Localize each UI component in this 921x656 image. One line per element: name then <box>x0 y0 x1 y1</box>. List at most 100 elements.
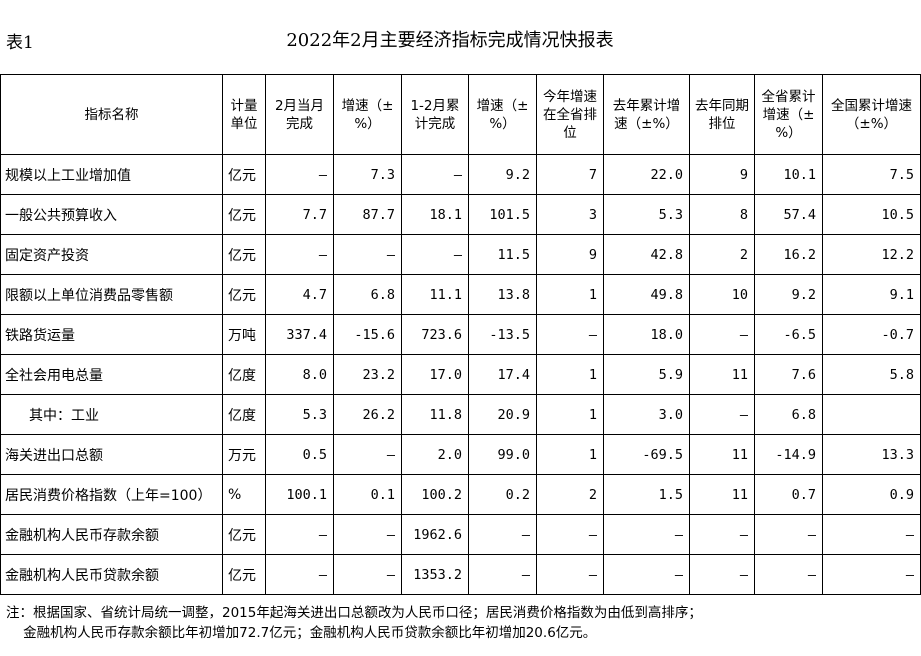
value-cell: 1 <box>536 274 604 315</box>
value-cell: 1 <box>536 434 604 475</box>
value-cell: 3.0 <box>603 394 690 435</box>
value-cell: — <box>468 514 537 555</box>
value-cell: 9.2 <box>754 274 823 315</box>
indicator-name-cell: 限额以上单位消费品零售额 <box>0 274 223 315</box>
header-indicator-name: 指标名称 <box>0 74 223 155</box>
table-row: 一般公共预算收入 亿元 7.7 87.7 18.1 101.5 3 5.3 8 57.4 10.5 <box>0 194 921 235</box>
value-cell: 11 <box>689 354 755 395</box>
value-cell: -6.5 <box>754 314 823 355</box>
value-cell: 99.0 <box>468 434 537 475</box>
value-cell: 11.8 <box>401 394 469 435</box>
header-last-year-growth: 去年累计增速（±%） <box>603 74 690 155</box>
table-row: 居民消费价格指数（上年=100）% 100.1 0.1 100.2 0.2 2 1.5 11 0… <box>0 474 921 515</box>
indicator-name-cell: 金融机构人民币贷款余额 <box>0 554 223 595</box>
value-cell: 5.3 <box>603 194 690 235</box>
value-cell: 7.5 <box>822 154 921 195</box>
header-unit: 计量单位 <box>222 74 266 155</box>
unit-cell: 万吨 <box>222 314 266 355</box>
table-row: 铁路货运量 万吨 337.4 -15.6 723.6 -13.5—18.0— -6.5 -0.… <box>0 314 921 355</box>
value-cell: 10.5 <box>822 194 921 235</box>
table-body: 规模以上工业增加值 亿元 —7.3—9.2 7 22.0 9 10.1 7.5 一般公共预算收入… <box>0 154 921 595</box>
value-cell: 0.2 <box>468 474 537 515</box>
value-cell: — <box>822 554 921 595</box>
value-cell: 18.0 <box>603 314 690 355</box>
value-cell: 0.5 <box>265 434 334 475</box>
table-row: 固定资产投资 亿元 — — —11.5 9 42.8 2 16.2 12.2 <box>0 234 921 275</box>
value-cell: 5.8 <box>822 354 921 395</box>
value-cell: 16.2 <box>754 234 823 275</box>
value-cell: — <box>333 514 402 555</box>
header-feb-growth: 增速（±%） <box>333 74 402 155</box>
value-cell: 57.4 <box>754 194 823 235</box>
value-cell: 9.1 <box>822 274 921 315</box>
indicator-name-cell: 一般公共预算收入 <box>0 194 223 235</box>
unit-cell: 亿元 <box>222 514 266 555</box>
value-cell: 7.6 <box>754 354 823 395</box>
value-cell: 9.2 <box>468 154 537 195</box>
table-row: 其中：工业 亿度 5.3 26.2 11.8 20.9 1 3.0—6.8 <box>0 394 921 435</box>
header-province-growth: 全省累计增速（±%） <box>754 74 823 155</box>
value-cell: 11 <box>689 474 755 515</box>
value-cell: 101.5 <box>468 194 537 235</box>
value-cell: 26.2 <box>333 394 402 435</box>
value-cell: 7.7 <box>265 194 334 235</box>
value-cell: 8 <box>689 194 755 235</box>
value-cell: 10.1 <box>754 154 823 195</box>
unit-cell: 亿元 <box>222 194 266 235</box>
value-cell: — <box>754 554 823 595</box>
value-cell: 13.3 <box>822 434 921 475</box>
value-cell: 8.0 <box>265 354 334 395</box>
indicator-table: 指标名称 计量单位 2月当月完成 增速（±%） 1-2月累计完成 增速（±%） … <box>0 74 921 595</box>
value-cell: — <box>265 514 334 555</box>
value-cell: 2.0 <box>401 434 469 475</box>
table-row: 限额以上单位消费品零售额 亿元 4.7 6.8 11.1 13.8 1 49.8 10 9.2 9.… <box>0 274 921 315</box>
value-cell: — <box>754 514 823 555</box>
value-cell: 1353.2 <box>401 554 469 595</box>
value-cell: 5.9 <box>603 354 690 395</box>
unit-cell: 亿度 <box>222 354 266 395</box>
value-cell: — <box>822 514 921 555</box>
value-cell: 10 <box>689 274 755 315</box>
value-cell: 0.9 <box>822 474 921 515</box>
value-cell: 17.4 <box>468 354 537 395</box>
unit-cell: 亿元 <box>222 274 266 315</box>
value-cell: 723.6 <box>401 314 469 355</box>
value-cell: -15.6 <box>333 314 402 355</box>
value-cell: 2 <box>536 474 604 515</box>
value-cell: 11.1 <box>401 274 469 315</box>
value-cell: 2 <box>689 234 755 275</box>
header-feb-value: 2月当月完成 <box>265 74 334 155</box>
value-cell: — <box>689 514 755 555</box>
value-cell: — <box>333 234 402 275</box>
indicator-name-cell: 固定资产投资 <box>0 234 223 275</box>
value-cell: 23.2 <box>333 354 402 395</box>
value-cell: 337.4 <box>265 314 334 355</box>
value-cell: 11 <box>689 434 755 475</box>
value-cell: -13.5 <box>468 314 537 355</box>
unit-cell: 万元 <box>222 434 266 475</box>
value-cell: — <box>603 554 690 595</box>
report-title: 2022年2月主要经济指标完成情况快报表 <box>286 30 614 51</box>
indicator-name-cell: 金融机构人民币存款余额 <box>0 514 223 555</box>
value-cell: -69.5 <box>603 434 690 475</box>
value-cell: 1 <box>536 394 604 435</box>
value-cell: 4.7 <box>265 274 334 315</box>
indicator-name-cell: 铁路货运量 <box>0 314 223 355</box>
value-cell: 22.0 <box>603 154 690 195</box>
value-cell: 1 <box>536 354 604 395</box>
value-cell: 1.5 <box>603 474 690 515</box>
value-cell: — <box>265 554 334 595</box>
table-label: 表1 <box>6 33 34 53</box>
value-cell: — <box>333 434 402 475</box>
value-cell: 87.7 <box>333 194 402 235</box>
indicator-name-cell: 居民消费价格指数（上年=100） <box>0 474 223 515</box>
value-cell: — <box>536 554 604 595</box>
value-cell: 7 <box>536 154 604 195</box>
table-row: 海关进出口总额 万元 0.5—2.0 99.0 1 -69.5 11 -14.9 13.3 <box>0 434 921 475</box>
value-cell: 9 <box>536 234 604 275</box>
table-row: 全社会用电总量 亿度 8.0 23.2 17.0 17.4 1 5.9 11 7.6 5.8 <box>0 354 921 395</box>
indicator-name-cell: 全社会用电总量 <box>0 354 223 395</box>
unit-cell: 亿元 <box>222 554 266 595</box>
table-row: 金融机构人民币存款余额 亿元 — —1962.6— — — — — — <box>0 514 921 555</box>
value-cell: — <box>689 554 755 595</box>
